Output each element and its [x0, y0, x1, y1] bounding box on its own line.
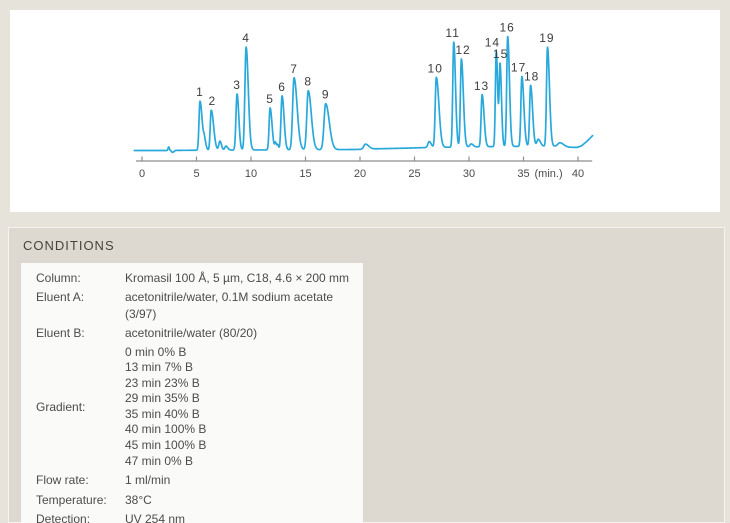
gradient-step: 45 min 100% B	[125, 438, 207, 453]
condition-value: Kromasil 100 Å, 5 µm, C18, 4.6 × 200 mm	[125, 270, 350, 285]
condition-label: Eluent B:	[36, 326, 85, 340]
condition-value: 0 min 0% B 13 min 7% B 23 min 23% B 29 m…	[125, 345, 363, 470]
peak-label: 17	[511, 60, 526, 74]
x-axis-unit-label: (min.)	[535, 168, 563, 180]
peak-label: 19	[539, 31, 554, 45]
condition-row-column: Column: Kromasil 100 Å, 5 µm, C18, 4.6 ×…	[21, 268, 363, 288]
condition-label: Eluent A:	[36, 290, 85, 304]
x-tick-label: 35	[517, 168, 529, 180]
peak-label: 13	[474, 79, 489, 93]
condition-value: 1 ml/min	[125, 473, 171, 488]
peak-label: 10	[428, 61, 443, 75]
condition-value: acetonitrile/water (80/20)	[125, 326, 258, 340]
condition-row-temperature: Temperature: 38°C	[21, 490, 363, 510]
peak-label: 14	[485, 36, 500, 50]
x-tick-label: 15	[299, 168, 311, 180]
condition-label: Flow rate:	[36, 473, 89, 488]
gradient-step: 23 min 23% B	[125, 375, 200, 390]
peak-label: 8	[304, 75, 312, 89]
condition-row-flow-rate: Flow rate: 1 ml/min	[21, 471, 363, 491]
gradient-step: 47 min 0% B	[125, 453, 194, 468]
gradient-step: 40 min 100% B	[125, 422, 207, 437]
x-tick-label: 10	[245, 168, 257, 180]
chromatogram-panel: 0 5 10 15 20 25 30 35 40 (min.) 1 2 3 4 5 6 7 8 9 10 11 12 13 1…	[10, 10, 720, 212]
x-tick-label: 25	[408, 168, 420, 180]
condition-label: Detection:	[36, 512, 91, 523]
condition-value: 38°C	[125, 492, 152, 507]
peak-label: 2	[208, 94, 216, 108]
peak-label: 1	[196, 85, 204, 99]
condition-label: Gradient:	[36, 399, 86, 414]
chromatogram-trace	[133, 35, 594, 154]
condition-label: Column:	[36, 270, 81, 285]
condition-row-eluent-a: Eluent A: acetonitrile/water, 0.1M sodiu…	[21, 288, 363, 324]
gradient-step: 29 min 35% B	[125, 391, 200, 406]
chromatogram: 0 5 10 15 20 25 30 35 40(min.)123456789101112131…	[133, 20, 594, 180]
condition-row-gradient: Gradient: 0 min 0% B 13 min 7% B 23 min …	[21, 343, 363, 471]
condition-row-eluent-b: Eluent B: acetonitrile/water (80/20)	[21, 324, 363, 344]
peak-label: 6	[278, 80, 286, 94]
peak-label: 3	[233, 78, 241, 92]
peak-label: 9	[322, 88, 330, 102]
peak-label: 4	[242, 31, 250, 45]
peak-label: 7	[290, 62, 298, 76]
condition-label: Temperature:	[36, 492, 107, 507]
x-tick-label: 30	[463, 168, 475, 180]
gradient-step: 0 min 0% B	[125, 344, 187, 359]
condition-value: acetonitrile/water, 0.1M sodium acetate …	[125, 290, 334, 321]
gradient-step: 35 min 40% B	[125, 406, 200, 421]
x-tick-label: 40	[572, 168, 584, 180]
peak-label: 12	[455, 43, 470, 57]
peak-label: 15	[493, 47, 508, 61]
conditions-panel: CONDITIONS Column: Kromasil 100 Å, 5 µm,…	[8, 227, 725, 523]
conditions-table: Column: Kromasil 100 Å, 5 µm, C18, 4.6 ×…	[21, 263, 363, 523]
peak-label: 11	[445, 26, 459, 40]
peak-label: 16	[499, 20, 514, 34]
gradient-step: 13 min 7% B	[125, 360, 194, 375]
x-tick-label: 0	[139, 168, 145, 180]
conditions-title: CONDITIONS	[23, 238, 115, 253]
condition-row-detection: Detection: UV 254 nm	[21, 510, 363, 523]
peak-label: 5	[266, 92, 274, 106]
x-tick-label: 20	[354, 168, 366, 180]
peak-label: 18	[524, 69, 539, 83]
x-tick-label: 5	[193, 168, 199, 180]
condition-value: UV 254 nm	[125, 512, 186, 523]
